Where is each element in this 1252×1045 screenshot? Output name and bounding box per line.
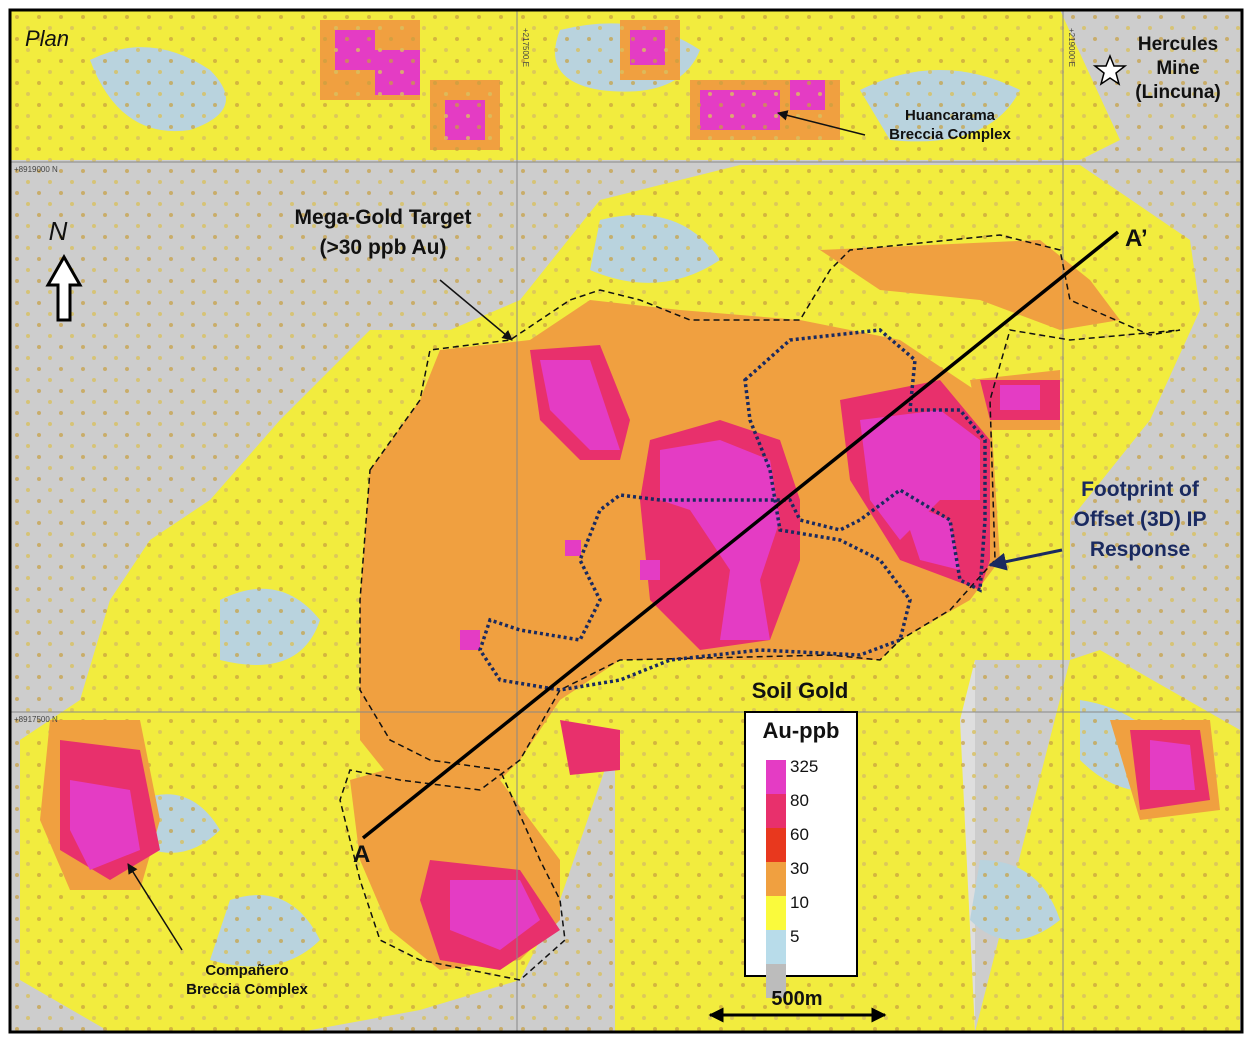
map-label: Hercules xyxy=(1138,34,1218,55)
legend-label: 10 xyxy=(790,893,809,912)
map-label: Mine xyxy=(1156,58,1199,79)
map-label: Offset (3D) IP xyxy=(1073,508,1206,531)
grid-label: +219000 E xyxy=(1067,28,1076,67)
map-label: Compañero xyxy=(205,962,288,979)
north-label: N xyxy=(49,216,68,246)
section-label: A’ xyxy=(1125,225,1148,252)
legend-label: 80 xyxy=(790,791,809,810)
map-label: Response xyxy=(1090,538,1190,561)
grid-label: +8917500 N xyxy=(14,715,58,724)
map-label: (>30 ppb Au) xyxy=(320,236,447,259)
legend-items: 325 80 60 30 10 5 xyxy=(766,757,818,998)
legend-swatch xyxy=(766,760,786,794)
legend-swatch xyxy=(766,930,786,964)
map-label: Footprint of xyxy=(1081,478,1200,501)
legend-label: 60 xyxy=(790,825,809,844)
legend-swatch xyxy=(766,862,786,896)
map-label: Breccia Complex xyxy=(186,981,308,998)
grid-label: +217500 E xyxy=(521,28,530,67)
legend-swatch xyxy=(766,896,786,930)
legend-title: Soil Gold xyxy=(752,678,849,703)
legend-swatch xyxy=(766,828,786,862)
map-label: (Lincuna) xyxy=(1135,82,1221,103)
legend-swatch xyxy=(766,964,786,998)
legend-label: 5 xyxy=(790,927,799,946)
map-label: Mega-Gold Target xyxy=(295,206,472,229)
legend-label: 325 xyxy=(790,757,818,776)
legend-swatch xyxy=(766,794,786,828)
scale-bar-label: 500m xyxy=(771,988,822,1010)
legend-label: 30 xyxy=(790,859,809,878)
legend-unit: Au-ppb xyxy=(763,718,840,743)
legend: Soil Gold Au-ppb 325 80 60 30 10 5 xyxy=(744,678,858,998)
map-label: Huancarama xyxy=(905,107,996,124)
map-background xyxy=(8,8,1244,1034)
grid-label: +8919000 N xyxy=(14,165,58,174)
map-label: Breccia Complex xyxy=(889,126,1011,143)
map-title: Plan xyxy=(25,26,69,51)
section-label: A xyxy=(353,841,370,868)
labels: Hercules Mine (Lincuna) Huancarama Breccia C… xyxy=(186,34,1221,998)
